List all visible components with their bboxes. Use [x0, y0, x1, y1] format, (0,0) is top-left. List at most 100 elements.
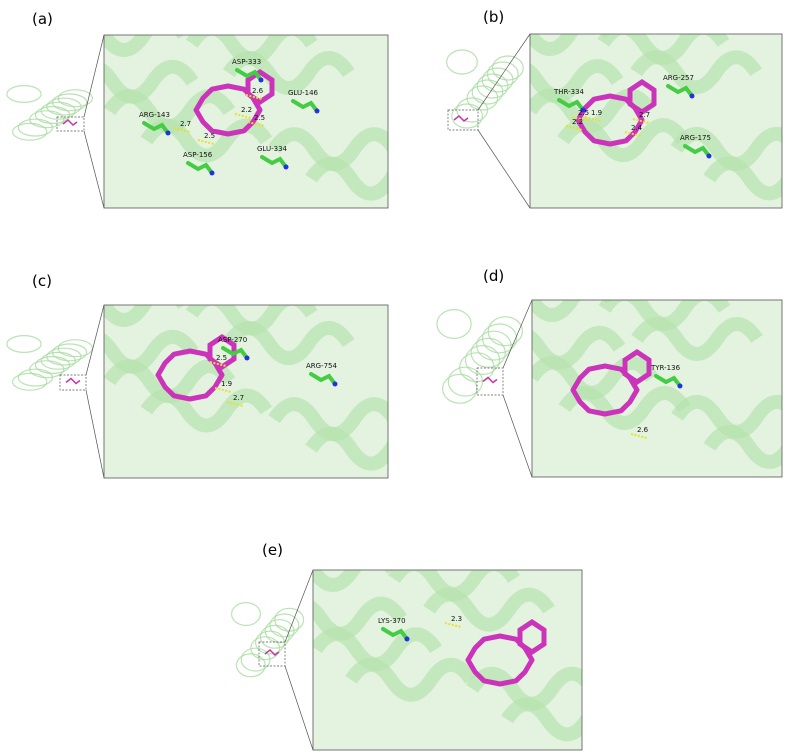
distance-label: 2.4: [631, 124, 643, 132]
connector: [502, 299, 533, 369]
distance-label: 2.5: [216, 354, 227, 362]
distance-label: 2.7: [233, 394, 244, 402]
residue-sticks: [557, 98, 585, 112]
helix: [530, 59, 624, 103]
ligand: [575, 93, 645, 147]
connector: [83, 34, 105, 118]
nitrogen: [258, 77, 264, 83]
protein-overview: [17, 118, 54, 137]
zoom-view: THR-334 ARG-257 ARG-175 2.5 1.9 2.2 2.7 2.4: [530, 34, 782, 208]
residue-label: LYS-370: [378, 617, 406, 625]
hbond: [197, 139, 215, 145]
residue-label: ARG-754: [306, 362, 338, 370]
panel-label: (a): [32, 10, 53, 28]
helix: [597, 34, 730, 65]
panel: (e) LYS-370 2.3: [231, 541, 583, 751]
helix: [104, 305, 184, 327]
helix: [268, 127, 388, 172]
connector: [85, 304, 105, 376]
panel: (b) THR-334 ARG-257 ARG-175 2.5 1.9 2.2 2.7 2.4: [446, 8, 783, 209]
protein-overview: [451, 103, 484, 129]
protein-overview: [442, 373, 478, 404]
zoom-frame: [103, 34, 389, 209]
site-box: [476, 367, 504, 396]
panel-label: (c): [32, 272, 52, 290]
residue-sticks: [260, 155, 288, 169]
nitrogen: [209, 170, 215, 176]
site-box: [56, 116, 85, 132]
helix: [313, 596, 407, 641]
zoom-view: LYS-370 2.3: [313, 570, 582, 750]
hbond: [444, 622, 462, 628]
site-box: [447, 109, 479, 131]
nitrogen: [689, 93, 695, 99]
connector: [284, 665, 314, 751]
helix: [598, 300, 731, 331]
hbond: [173, 127, 191, 133]
connector: [85, 389, 105, 479]
panel: (c) ASP-270 ARG-754 2.5 1.92.7: [6, 272, 389, 479]
helix: [670, 126, 782, 171]
protein-overview: [34, 356, 71, 375]
residue-label: ASP-270: [218, 336, 247, 344]
panel: (a) ASP-333 GLU-146 ARG-143 ASP-156 GLU-334 2.…: [6, 10, 389, 209]
distance-label: 1.9: [591, 109, 602, 117]
helix: [104, 35, 184, 57]
hbond: [245, 94, 263, 100]
residue-label: ASP-156: [183, 151, 213, 159]
ligand: [465, 633, 535, 687]
connector: [502, 394, 533, 478]
residue-sticks: [654, 374, 682, 388]
ligand-ring: [517, 618, 547, 656]
connector: [477, 33, 531, 111]
protein-overview: [487, 316, 523, 347]
residue-sticks: [186, 161, 214, 175]
residue-label: ARG-257: [663, 74, 694, 82]
ligand-overview: [264, 648, 280, 656]
helix: [185, 35, 318, 66]
ligand: [193, 83, 263, 137]
zoom-frame: [531, 299, 783, 478]
protein-overview: [6, 335, 42, 354]
distance-label: 2.3: [451, 615, 462, 623]
protein-overview: [470, 337, 506, 368]
protein-overview: [57, 339, 94, 358]
protein-overview: [255, 630, 286, 655]
distance-label: 2.6: [637, 426, 649, 434]
protein-overview: [476, 330, 512, 361]
protein-overview: [235, 653, 266, 678]
protein-overview: [12, 122, 48, 141]
hbond: [226, 401, 244, 407]
protein-overview: [6, 84, 42, 103]
residue-sticks: [309, 372, 337, 386]
residue-label: GLU-334: [257, 145, 288, 153]
protein-overview: [481, 67, 514, 93]
zoom-view: ASP-333 GLU-146 ARG-143 ASP-156 GLU-334 2.7 2.…: [104, 35, 388, 208]
ligand-ring: [245, 68, 275, 106]
hbond: [630, 433, 648, 439]
helix: [185, 305, 318, 336]
ligand-overview: [453, 114, 469, 122]
distance-label: 2.5: [254, 114, 265, 122]
nitrogen: [580, 107, 586, 113]
residue-label: ARG-143: [139, 111, 170, 119]
helix: [671, 394, 782, 439]
connector: [477, 129, 531, 209]
hbond: [209, 361, 227, 367]
site-box: [258, 641, 286, 667]
nitrogen: [244, 355, 250, 361]
helix: [530, 34, 610, 56]
protein-overview: [57, 89, 94, 108]
residue-label: ARG-175: [680, 134, 711, 142]
helix: [104, 329, 199, 374]
ligand-ring: [622, 348, 652, 386]
protein-overview: [486, 61, 519, 87]
helix: [532, 325, 626, 370]
protein-overview: [259, 624, 290, 649]
helix: [466, 666, 582, 711]
protein-overview: [40, 101, 76, 120]
panel: (d) TYR-136 2.6: [436, 267, 783, 478]
residue-sticks: [683, 144, 711, 158]
connector: [284, 569, 314, 643]
